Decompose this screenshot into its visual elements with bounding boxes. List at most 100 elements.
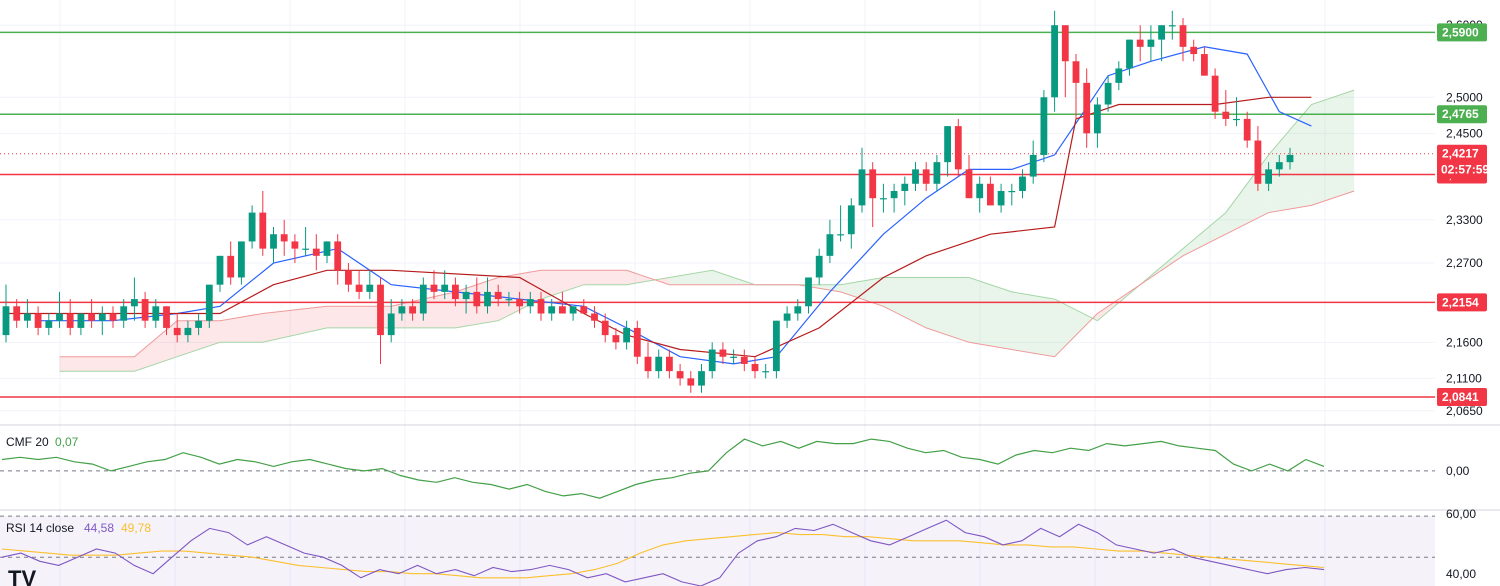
- candle-body[interactable]: [1008, 190, 1016, 193]
- candle-body[interactable]: [1265, 169, 1272, 184]
- candle-body[interactable]: [227, 255, 235, 278]
- candle-body[interactable]: [441, 284, 449, 292]
- candle-body[interactable]: [591, 313, 598, 321]
- candle-body[interactable]: [944, 126, 951, 163]
- candle-body[interactable]: [847, 205, 855, 235]
- candle-body[interactable]: [409, 306, 416, 314]
- candle-body[interactable]: [280, 234, 288, 242]
- candle-body[interactable]: [1061, 25, 1069, 62]
- candle-body[interactable]: [1029, 154, 1037, 177]
- candle-body[interactable]: [377, 284, 384, 336]
- candle-body[interactable]: [837, 234, 844, 236]
- level-tag[interactable]: [1437, 293, 1487, 312]
- candle-body[interactable]: [1019, 176, 1026, 191]
- candle-body[interactable]: [666, 356, 673, 372]
- candle-body[interactable]: [526, 299, 534, 307]
- price-candles[interactable]: [2, 10, 1294, 393]
- candle-body[interactable]: [152, 306, 160, 321]
- candle-body[interactable]: [387, 313, 395, 336]
- candle-body[interactable]: [826, 234, 834, 256]
- candle-body[interactable]: [98, 313, 106, 321]
- candle-body[interactable]: [494, 291, 502, 300]
- candle-body[interactable]: [987, 183, 994, 206]
- current-price-tag[interactable]: [1437, 144, 1487, 179]
- candle-body[interactable]: [612, 335, 620, 343]
- candle-body[interactable]: [345, 270, 352, 285]
- candle-body[interactable]: [419, 284, 427, 314]
- candle-body[interactable]: [1168, 25, 1176, 27]
- candle-body[interactable]: [805, 277, 812, 307]
- candle-body[interactable]: [698, 371, 705, 386]
- candle-body[interactable]: [1094, 104, 1101, 134]
- candle-body[interactable]: [259, 212, 267, 249]
- candle-body[interactable]: [163, 306, 170, 328]
- candle-body[interactable]: [88, 313, 95, 321]
- candle-body[interactable]: [794, 306, 802, 314]
- candle-body[interactable]: [880, 198, 887, 200]
- candle-body[interactable]: [1190, 46, 1198, 55]
- candle-body[interactable]: [623, 327, 630, 343]
- candle-body[interactable]: [858, 169, 866, 206]
- horizontal-levels[interactable]: [0, 31, 1435, 398]
- candle-body[interactable]: [1254, 140, 1262, 184]
- candle-body[interactable]: [366, 284, 374, 292]
- candle-body[interactable]: [323, 241, 331, 256]
- candle-body[interactable]: [644, 356, 652, 372]
- candle-body[interactable]: [195, 320, 202, 328]
- candle-body[interactable]: [901, 183, 909, 191]
- candle-body[interactable]: [334, 241, 342, 271]
- candle-body[interactable]: [601, 320, 609, 336]
- candle-body[interactable]: [13, 306, 21, 321]
- candle-body[interactable]: [66, 313, 74, 328]
- candle-body[interactable]: [1104, 82, 1112, 105]
- candle-body[interactable]: [1243, 118, 1251, 141]
- candle-body[interactable]: [398, 306, 406, 314]
- candle-body[interactable]: [1179, 25, 1187, 47]
- candle-body[interactable]: [537, 299, 545, 314]
- candle-body[interactable]: [708, 349, 716, 372]
- candle-body[interactable]: [184, 327, 192, 336]
- candle-body[interactable]: [205, 284, 213, 321]
- candle-body[interactable]: [1201, 54, 1208, 76]
- candle-body[interactable]: [1275, 162, 1283, 170]
- candle-body[interactable]: [1286, 154, 1294, 163]
- candle-body[interactable]: [355, 284, 363, 292]
- level-tag[interactable]: [1437, 23, 1487, 42]
- candle-body[interactable]: [1051, 25, 1058, 98]
- candle-body[interactable]: [1072, 61, 1080, 83]
- candle-body[interactable]: [34, 313, 42, 328]
- candle-body[interactable]: [548, 306, 556, 314]
- candle-body[interactable]: [1126, 39, 1133, 69]
- candle-body[interactable]: [912, 169, 919, 184]
- candle-body[interactable]: [430, 284, 438, 292]
- candle-body[interactable]: [312, 248, 320, 256]
- candle-body[interactable]: [740, 356, 748, 364]
- candle-body[interactable]: [954, 126, 962, 170]
- candle-body[interactable]: [516, 299, 523, 307]
- candle-body[interactable]: [141, 299, 149, 321]
- level-tag[interactable]: [1437, 105, 1487, 124]
- candle-body[interactable]: [473, 291, 481, 307]
- candle-body[interactable]: [216, 255, 224, 285]
- candle-body[interactable]: [1233, 118, 1240, 121]
- candle-body[interactable]: [291, 241, 299, 249]
- candle-body[interactable]: [655, 356, 663, 372]
- candle-body[interactable]: [131, 299, 138, 307]
- candle-body[interactable]: [45, 320, 53, 328]
- candle-body[interactable]: [1115, 68, 1123, 83]
- candle-body[interactable]: [965, 169, 973, 199]
- candle-body[interactable]: [997, 190, 1005, 206]
- candle-body[interactable]: [505, 299, 513, 301]
- candle-body[interactable]: [1147, 39, 1155, 47]
- candle-body[interactable]: [1136, 39, 1144, 47]
- candle-body[interactable]: [302, 248, 309, 250]
- candle-body[interactable]: [1158, 25, 1165, 40]
- candle-body[interactable]: [773, 320, 780, 372]
- candle-body[interactable]: [890, 190, 898, 199]
- cmf-pane[interactable]: 0,00 CMF 20 0,07: [0, 435, 1470, 499]
- candle-body[interactable]: [976, 183, 984, 199]
- candle-body[interactable]: [120, 306, 128, 321]
- candle-body[interactable]: [248, 212, 256, 242]
- candle-body[interactable]: [559, 306, 566, 314]
- candle-body[interactable]: [484, 291, 491, 307]
